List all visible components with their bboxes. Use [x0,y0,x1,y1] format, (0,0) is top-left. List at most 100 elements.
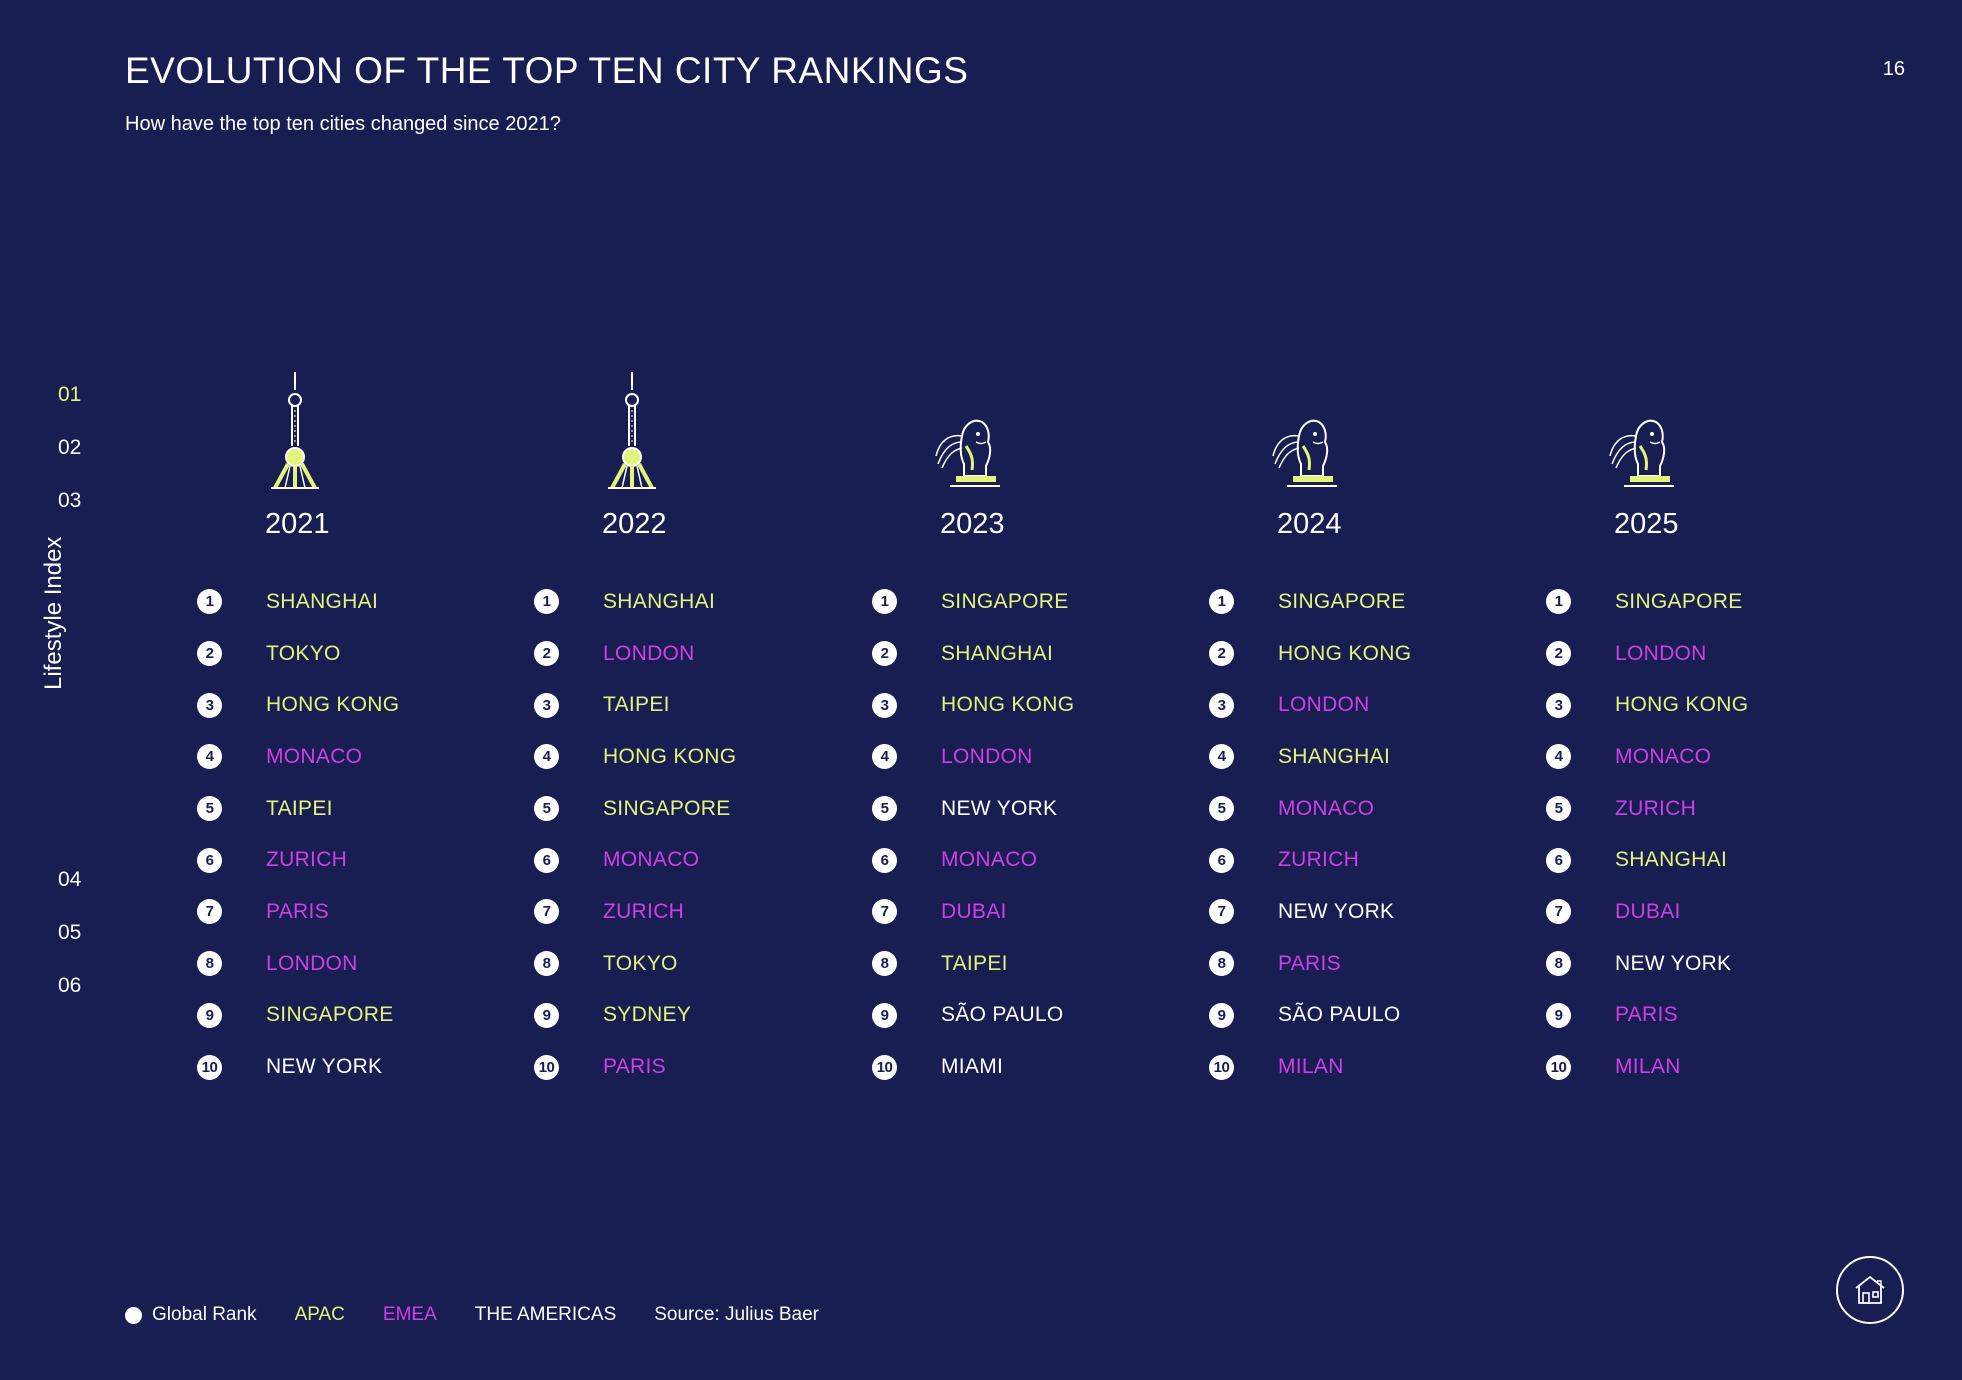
nav-item-05[interactable]: 05 [58,921,82,944]
rank-badge: 3 [197,692,222,718]
city-name: TAIPEI [603,693,670,717]
rank-badge: 4 [872,744,897,770]
rank-row: 10 NEW YORK [197,1041,537,1093]
rank-row: 1 SINGAPORE [1546,576,1886,628]
legend-apac: APAC [294,1304,345,1325]
rank-row: 7 DUBAI [1546,886,1886,938]
city-name: HONG KONG [603,744,737,768]
nav-item-04[interactable]: 04 [58,868,82,891]
merlion-icon [934,360,1006,490]
rank-badge: 5 [1209,796,1234,822]
rank-badge: 5 [1546,796,1571,822]
city-name: SINGAPORE [603,796,731,820]
nav-item-06[interactable]: 06 [58,974,82,997]
city-name: DUBAI [1615,899,1681,923]
rank-dot-icon [125,1306,142,1324]
rank-row: 5 SINGAPORE [534,783,874,835]
rank-row: 5 NEW YORK [872,783,1212,835]
rank-row: 5 ZURICH [1546,783,1886,835]
merlion-icon [1271,360,1343,490]
rank-row: 3 TAIPEI [534,679,874,731]
rank-badge: 3 [534,692,559,718]
rank-row: 8 TAIPEI [872,938,1212,990]
city-name: LONDON [941,744,1033,768]
city-name: MONACO [941,848,1038,872]
rank-row: 7 DUBAI [872,886,1212,938]
page-subtitle: How have the top ten cities changed sinc… [125,113,561,135]
rank-badge: 1 [1209,589,1234,615]
nav-item-02[interactable]: 02 [58,436,82,459]
rank-badge: 8 [872,951,897,977]
rank-list: 1 SHANGHAI 2 TOKYO 3 HONG KONG 4 MONACO 5 TAIPEI 6… [197,576,537,1093]
rank-row: 8 NEW YORK [1546,938,1886,990]
rank-row: 3 HONG KONG [1546,679,1886,731]
rank-list: 1 SINGAPORE 2 SHANGHAI 3 HONG KONG 4 LONDON 5 NEW… [872,576,1212,1093]
rank-badge: 4 [1209,744,1234,770]
rank-row: 2 HONG KONG [1209,628,1549,680]
legend: Global Rank APAC EMEA THE AMERICAS Sourc… [125,1304,857,1326]
city-name: HONG KONG [941,693,1075,717]
rank-row: 6 ZURICH [1209,834,1549,886]
city-name: HONG KONG [1278,641,1412,665]
rank-badge: 7 [534,899,559,925]
rank-row: 10 MIAMI [872,1041,1212,1093]
city-name: TOKYO [266,641,341,665]
city-name: LONDON [1615,641,1707,665]
nav-item-01[interactable]: 01 [58,383,82,406]
page-number: 16 [1882,58,1905,80]
city-name: MONACO [603,848,700,872]
city-name: TAIPEI [266,796,333,820]
city-name: PARIS [266,899,329,923]
city-name: TAIPEI [941,951,1008,975]
page-title: EVOLUTION OF THE TOP TEN CITY RANKINGS [125,50,969,91]
rank-badge: 7 [1546,899,1571,925]
rank-row: 6 ZURICH [197,834,537,886]
rank-badge: 10 [197,1054,222,1080]
rank-row: 10 MILAN [1546,1041,1886,1093]
rank-row: 6 MONACO [534,834,874,886]
rank-badge: 8 [1209,951,1234,977]
city-name: SINGAPORE [266,1003,394,1027]
rank-badge: 2 [872,641,897,667]
city-name: SHANGHAI [941,641,1054,665]
year-heading: 2025 [1614,508,1679,540]
city-name: NEW YORK [1278,899,1395,923]
rank-row: 5 MONACO [1209,783,1549,835]
rank-badge: 2 [534,641,559,667]
city-name: ZURICH [1615,796,1697,820]
city-name: SÃO PAULO [1278,1003,1401,1027]
city-name: ZURICH [1278,848,1360,872]
rank-row: 9 SYDNEY [534,990,874,1042]
rank-badge: 9 [872,1002,897,1028]
rank-row: 1 SHANGHAI [534,576,874,628]
section-label: Lifestyle Index [40,536,67,690]
rank-badge: 7 [872,899,897,925]
year-heading: 2021 [265,508,330,540]
city-name: SHANGHAI [266,589,379,613]
rank-row: 4 MONACO [197,731,537,783]
rank-badge: 1 [534,589,559,615]
city-name: MONACO [266,744,363,768]
legend-emea: EMEA [382,1304,437,1325]
rank-row: 1 SHANGHAI [197,576,537,628]
rank-list: 1 SINGAPORE 2 HONG KONG 3 LONDON 4 SHANGHAI 5 MON… [1209,576,1549,1093]
tv-tower-icon [596,360,668,490]
home-button[interactable] [1836,1256,1904,1324]
city-name: LONDON [1278,693,1370,717]
rank-row: 6 MONACO [872,834,1212,886]
rank-badge: 1 [1546,589,1571,615]
rank-badge: 8 [534,951,559,977]
rank-badge: 2 [1209,641,1234,667]
rank-badge: 2 [197,641,222,667]
city-name: MONACO [1278,796,1375,820]
rank-badge: 4 [1546,744,1571,770]
rank-badge: 5 [872,796,897,822]
city-name: MILAN [1278,1055,1344,1079]
rank-badge: 3 [1546,692,1571,718]
city-name: SHANGHAI [603,589,716,613]
nav-item-03[interactable]: 03 [58,489,82,512]
rank-badge: 7 [197,899,222,925]
rank-row: 10 PARIS [534,1041,874,1093]
city-name: SYDNEY [603,1003,692,1027]
city-name: NEW YORK [941,796,1058,820]
